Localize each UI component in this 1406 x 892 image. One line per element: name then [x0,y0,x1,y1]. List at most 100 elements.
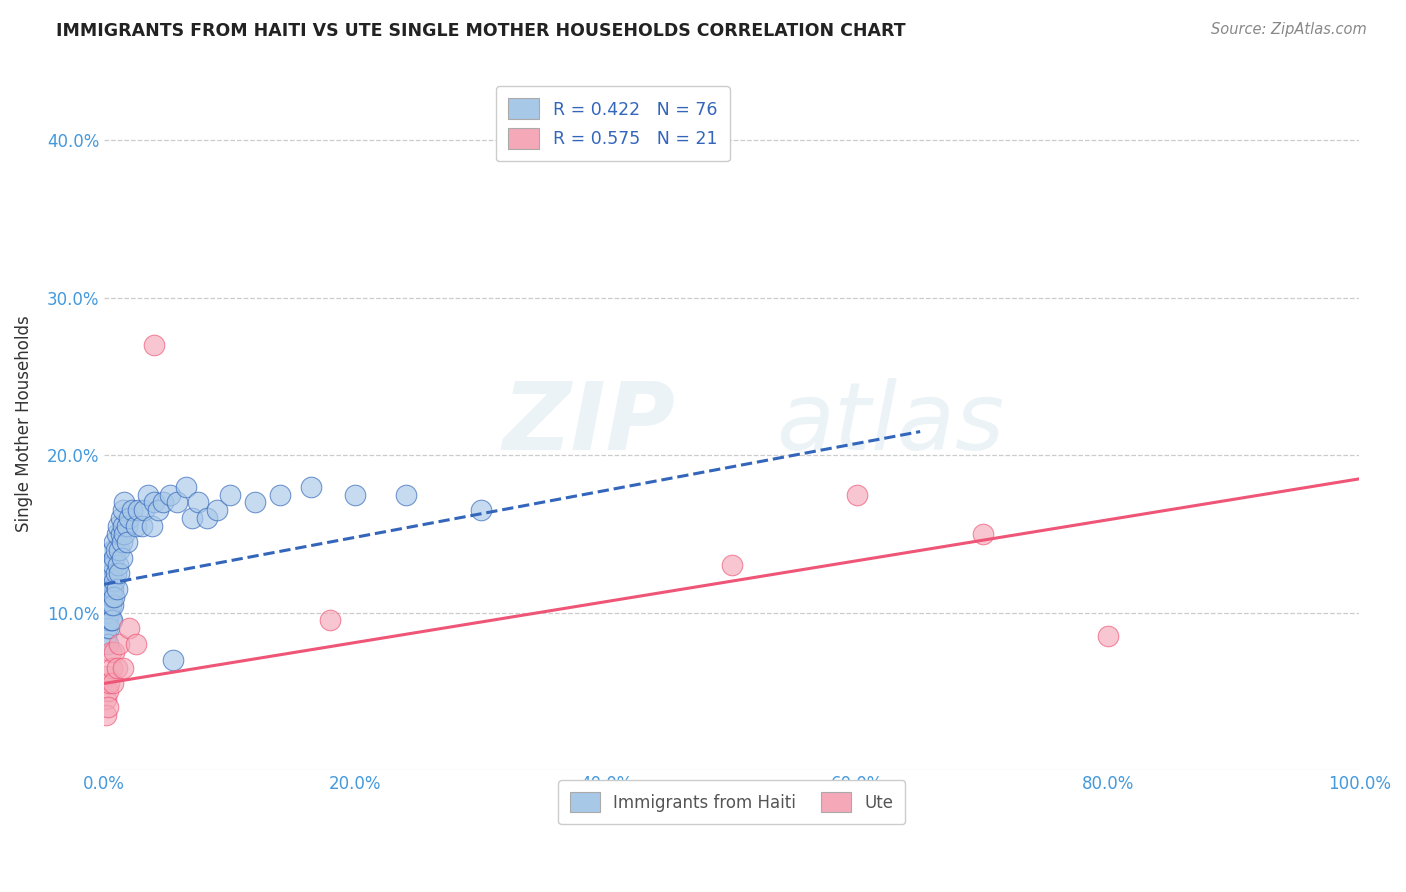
Point [470,503,492,517]
Point [111,534,134,549]
Point [100,582,122,596]
Point [101,542,124,557]
Legend: Immigrants from Haiti, Ute: Immigrants from Haiti, Ute [558,780,905,824]
Point [110,511,132,525]
Point [148,503,170,517]
Point [100,645,122,659]
Point [127,503,149,517]
Point [94,692,117,706]
Point [108,566,131,581]
Point [1097,629,1119,643]
Point [103,574,125,588]
Point [299,480,322,494]
Point [124,637,146,651]
Point [100,574,122,588]
Point [98,606,121,620]
Text: IMMIGRANTS FROM HAITI VS UTE SINGLE MOTHER HOUSEHOLDS CORRELATION CHART: IMMIGRANTS FROM HAITI VS UTE SINGLE MOTH… [56,22,905,40]
Point [319,614,342,628]
Text: atlas: atlas [776,378,1004,469]
Point [159,487,181,501]
Point [96,574,118,588]
Point [96,668,118,682]
Point [131,519,153,533]
Point [218,487,240,501]
Point [94,582,117,596]
Point [115,534,138,549]
Point [98,676,121,690]
Point [141,519,163,533]
Point [96,621,118,635]
Text: Source: ZipAtlas.com: Source: ZipAtlas.com [1211,22,1367,37]
Point [152,495,174,509]
Point [104,542,127,557]
Point [101,590,124,604]
Point [98,621,121,635]
Point [972,527,994,541]
Point [101,566,124,581]
Point [100,598,122,612]
Point [243,495,266,509]
Y-axis label: Single Mother Households: Single Mother Households [15,316,32,533]
Point [96,590,118,604]
Point [181,511,204,525]
Point [269,487,291,501]
Point [97,700,120,714]
Point [101,614,124,628]
Text: ZIP: ZIP [502,377,675,470]
Point [136,487,159,501]
Point [103,590,125,604]
Point [105,527,128,541]
Point [112,661,135,675]
Point [187,495,209,509]
Point [112,519,135,533]
Point [174,480,197,494]
Point [111,550,134,565]
Point [104,566,127,581]
Point [97,598,120,612]
Point [101,676,124,690]
Point [97,684,120,698]
Point [134,503,156,517]
Point [103,550,125,565]
Point [108,637,131,651]
Point [94,707,117,722]
Point [105,582,128,596]
Point [94,629,117,643]
Point [98,558,121,573]
Point [721,558,744,573]
Point [96,606,118,620]
Point [118,621,141,635]
Point [101,598,124,612]
Point [105,661,128,675]
Point [112,495,135,509]
Point [112,527,135,541]
Point [143,338,166,352]
Point [344,487,367,501]
Point [115,519,138,533]
Point [110,527,132,541]
Point [108,542,131,557]
Point [101,661,124,675]
Point [97,614,120,628]
Point [98,590,121,604]
Point [100,614,122,628]
Point [162,653,184,667]
Point [394,487,416,501]
Point [97,637,120,651]
Point [94,614,117,628]
Point [103,534,125,549]
Point [166,495,188,509]
Point [107,558,129,573]
Point [195,511,218,525]
Point [101,558,124,573]
Point [121,503,143,517]
Point [205,503,228,517]
Point [97,582,120,596]
Point [846,487,869,501]
Point [103,645,125,659]
Point [101,558,124,573]
Point [124,519,146,533]
Point [101,582,124,596]
Point [112,503,135,517]
Point [107,519,129,533]
